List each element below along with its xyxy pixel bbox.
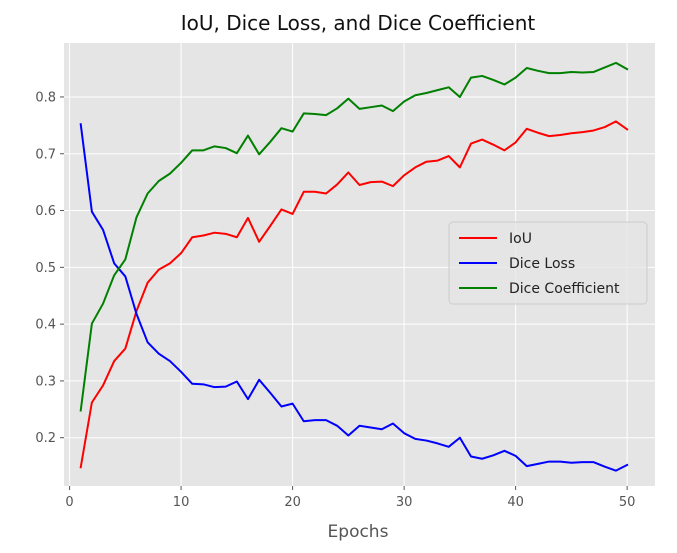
- series-line-dice-coefficient: [79, 61, 629, 412]
- y-tick-label: 0.5: [35, 261, 56, 276]
- series-lines: [79, 61, 629, 472]
- y-tick-label: 0.6: [35, 204, 56, 219]
- x-tick-label: 20: [284, 495, 301, 510]
- x-tick-label: 10: [173, 495, 190, 510]
- y-tick-label: 0.2: [35, 431, 56, 446]
- legend-label-dice-loss: Dice Loss: [509, 256, 575, 272]
- x-tick-label: 40: [507, 495, 524, 510]
- chart-title: IoU, Dice Loss, and Dice Coefficient: [181, 11, 536, 35]
- y-tick-label: 0.8: [35, 90, 56, 105]
- x-tick-label: 30: [396, 495, 413, 510]
- y-tick-label: 0.7: [35, 147, 56, 162]
- legend: IoU Dice Loss Dice Coefficient: [448, 221, 648, 305]
- y-axis-ticks: 0.2 0.3 0.4 0.5 0.6 0.7 0.8: [35, 90, 64, 446]
- series-line-dice-loss: [79, 123, 629, 472]
- y-tick-label: 0.3: [35, 374, 56, 389]
- series-line-iou: [79, 120, 629, 469]
- legend-label-dice-coefficient: Dice Coefficient: [509, 281, 620, 297]
- x-tick-label: 50: [619, 495, 636, 510]
- x-tick-label: 0: [65, 495, 73, 510]
- x-axis-title: Epochs: [328, 522, 389, 542]
- legend-box: [448, 221, 648, 305]
- y-tick-label: 0.4: [35, 318, 56, 333]
- legend-label-iou: IoU: [509, 231, 532, 247]
- x-axis-ticks: 0 10 20 30 40 50: [65, 486, 635, 510]
